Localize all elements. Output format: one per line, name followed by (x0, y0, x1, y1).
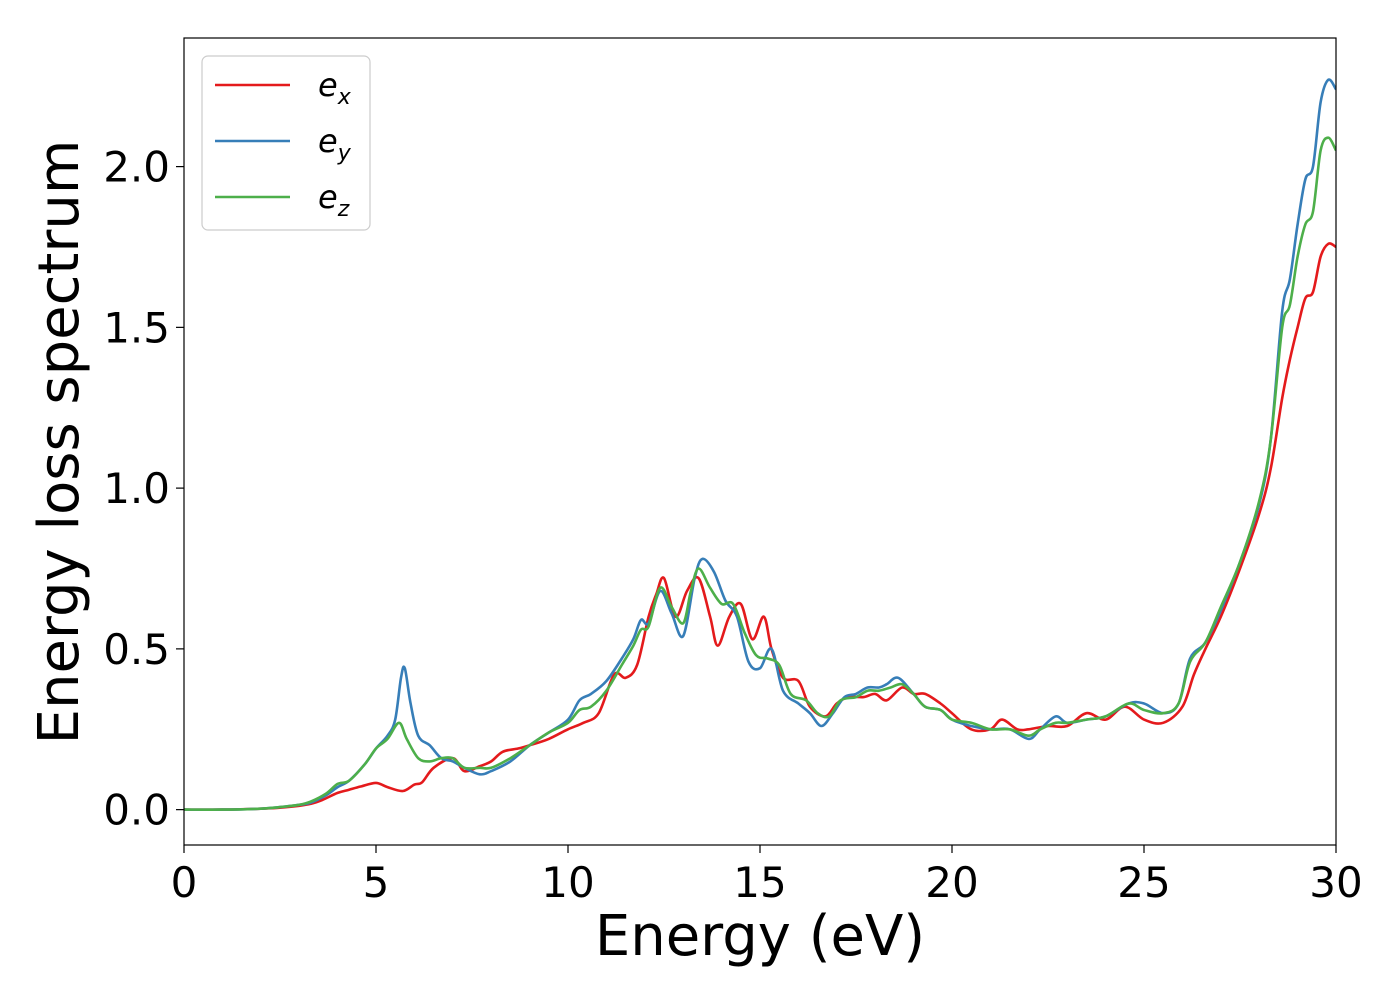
y-tick-label: 1.0 (103, 464, 170, 513)
y-tick-label: 1.5 (103, 303, 170, 352)
x-axis-label: Energy (eV) (595, 904, 925, 969)
y-tick-label: 0.0 (103, 786, 170, 835)
x-tick-label: 0 (171, 858, 198, 907)
y-tick-label: 2.0 (103, 143, 170, 192)
legend-label-y: ey (318, 122, 352, 166)
x-axis-ticks: 0 5 10 15 20 25 30 (171, 845, 1363, 907)
y-axis-label: Energy loss spectrum (27, 140, 92, 745)
legend-label-z: ez (318, 178, 350, 222)
series-line-z (184, 136, 1336, 811)
x-tick-label: 25 (1117, 858, 1170, 907)
series-line-x (184, 242, 1336, 811)
legend-label-x: ex (318, 66, 352, 110)
x-tick-label: 5 (363, 858, 390, 907)
series-layer (184, 78, 1336, 811)
x-tick-label: 10 (541, 858, 594, 907)
x-tick-label: 30 (1309, 858, 1362, 907)
x-tick-label: 15 (733, 858, 786, 907)
legend-entries: ex ey ez (215, 66, 352, 222)
x-tick-label: 20 (925, 858, 978, 907)
y-tick-label: 0.5 (103, 625, 170, 674)
legend-frame (201, 55, 371, 231)
legend: ex ey ez (201, 55, 371, 231)
y-axis-ticks: 0.0 0.5 1.0 1.5 2.0 (103, 143, 184, 835)
